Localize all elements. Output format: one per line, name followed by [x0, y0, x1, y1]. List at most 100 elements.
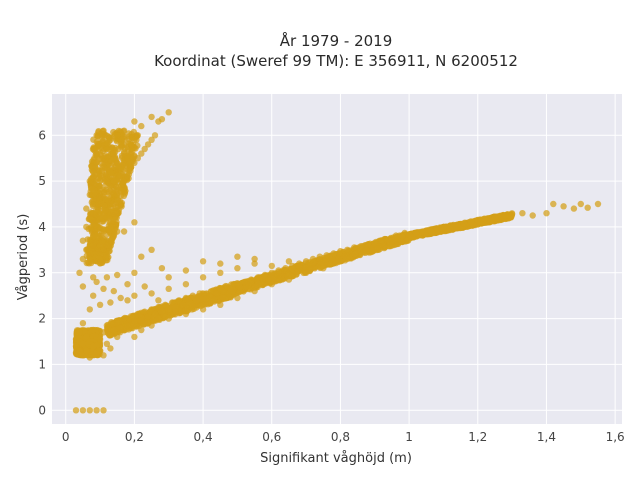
y-tick-label: 3	[38, 266, 46, 280]
x-tick-label: 0,6	[262, 430, 281, 444]
data-point	[83, 246, 90, 253]
data-point	[107, 345, 114, 352]
data-point	[90, 292, 97, 299]
data-point	[90, 274, 97, 281]
data-point	[289, 262, 296, 270]
data-point	[127, 164, 135, 171]
y-tick-label: 2	[38, 312, 46, 326]
data-point	[306, 265, 314, 272]
data-point	[114, 271, 121, 279]
data-point	[162, 301, 169, 308]
data-point	[251, 287, 258, 295]
data-point	[362, 247, 369, 254]
data-point	[95, 249, 103, 256]
data-point	[316, 253, 323, 260]
y-axis-title: Vågperiod (s)	[16, 214, 31, 301]
data-point	[107, 136, 114, 143]
data-point	[110, 177, 118, 185]
data-point	[309, 255, 317, 263]
data-point	[72, 342, 80, 350]
data-point	[79, 352, 87, 359]
data-point	[93, 196, 100, 203]
tick-labels: 0 0,2 0,4 0,6 0,8 1 1,2 1,4 1,6 0 1 2 3 4 5 6	[38, 128, 624, 444]
data-point	[124, 173, 131, 180]
data-point	[93, 278, 100, 286]
y-tick-label: 1	[38, 357, 46, 371]
data-point	[138, 317, 145, 325]
data-point	[134, 310, 141, 318]
data-point	[86, 214, 94, 221]
data-point	[131, 159, 138, 166]
data-point	[120, 127, 128, 134]
data-point	[399, 232, 406, 240]
data-point	[351, 244, 358, 251]
data-point	[120, 315, 128, 322]
data-point	[86, 407, 94, 414]
data-point	[151, 310, 159, 318]
data-point	[96, 177, 104, 185]
data-point	[213, 290, 220, 297]
data-point	[117, 187, 124, 194]
data-point	[117, 324, 124, 331]
data-point	[182, 281, 190, 288]
data-point	[96, 200, 104, 208]
data-point	[79, 320, 87, 327]
data-point	[241, 278, 248, 286]
data-point	[419, 228, 426, 235]
data-point	[165, 109, 172, 116]
data-point	[560, 203, 567, 210]
data-point	[227, 285, 234, 292]
data-point	[124, 281, 131, 288]
y-tick-label: 6	[38, 128, 46, 142]
data-point	[196, 290, 203, 297]
data-point	[93, 407, 100, 414]
data-point	[89, 163, 96, 170]
data-point	[103, 145, 111, 153]
data-point	[182, 267, 190, 274]
data-point	[114, 132, 121, 139]
data-point	[261, 271, 269, 279]
data-point	[103, 322, 111, 329]
data-point	[131, 118, 138, 125]
data-point	[124, 155, 131, 162]
data-point	[519, 210, 526, 217]
data-point	[128, 131, 135, 138]
data-point	[193, 297, 200, 304]
data-point	[90, 210, 97, 217]
data-point	[189, 292, 196, 299]
data-point	[364, 241, 372, 248]
data-point	[169, 299, 176, 306]
data-point	[357, 243, 365, 250]
data-point	[151, 132, 159, 139]
data-point	[327, 260, 335, 268]
data-point	[320, 265, 327, 272]
data-point	[96, 255, 104, 263]
data-point	[234, 281, 241, 288]
data-point	[93, 159, 100, 166]
data-point	[296, 260, 303, 267]
data-point	[120, 228, 128, 235]
data-point	[108, 157, 115, 164]
data-point	[134, 142, 141, 149]
x-tick-label: 0,2	[125, 430, 144, 444]
data-point	[186, 299, 193, 306]
data-point	[79, 340, 87, 347]
data-point	[206, 292, 214, 299]
data-point	[118, 203, 125, 210]
data-point	[330, 250, 337, 257]
data-point	[134, 155, 141, 162]
data-point	[116, 198, 124, 205]
data-point	[108, 319, 115, 326]
data-point	[107, 223, 114, 231]
x-tick-label: 0,4	[194, 430, 213, 444]
data-point	[172, 308, 179, 315]
x-tick-label: 0	[62, 430, 70, 444]
data-point	[268, 262, 275, 270]
data-point	[217, 269, 224, 276]
data-point	[158, 116, 166, 123]
data-point	[302, 269, 310, 276]
data-point	[107, 200, 114, 208]
data-point	[337, 258, 344, 265]
data-point	[268, 269, 275, 276]
data-point	[165, 306, 172, 313]
